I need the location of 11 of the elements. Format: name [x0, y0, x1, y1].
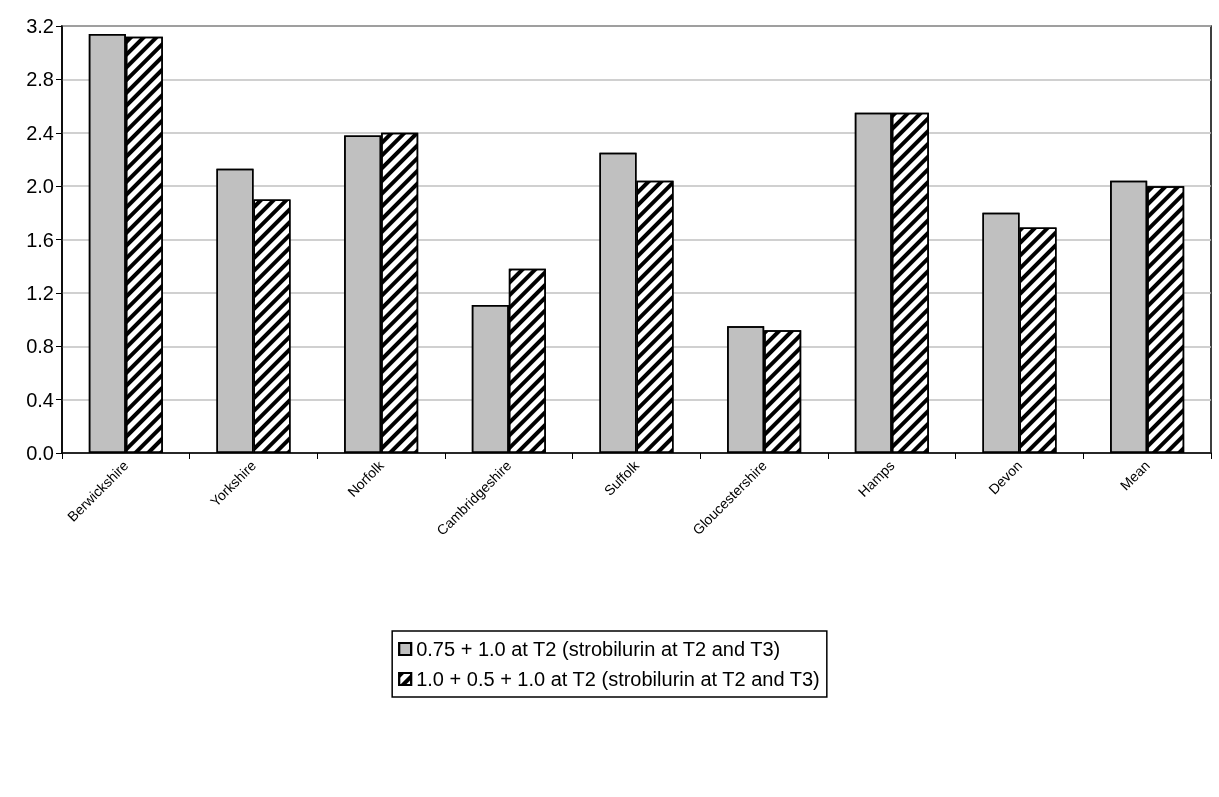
legend-label: 0.75 + 1.0 at T2 (strobilurin at T2 and T3) — [416, 638, 781, 660]
y-tick-label: 2.4 — [26, 121, 54, 144]
y-tick-label: 3.2 — [26, 15, 54, 37]
legend-label: 1.0 + 0.5 + 1.0 at T2 (strobilurin at T2 and T3) — [416, 668, 820, 690]
y-tick-label: 0.4 — [26, 388, 54, 411]
y-tick-label: 0.0 — [26, 442, 54, 464]
y-tick-label: 2.0 — [26, 175, 54, 198]
y-tick-label: 1.6 — [26, 228, 54, 251]
y-tick-label: 2.8 — [26, 68, 54, 91]
y-tick-label: 1.2 — [26, 281, 54, 304]
y-tick-label: 0.8 — [26, 335, 54, 358]
